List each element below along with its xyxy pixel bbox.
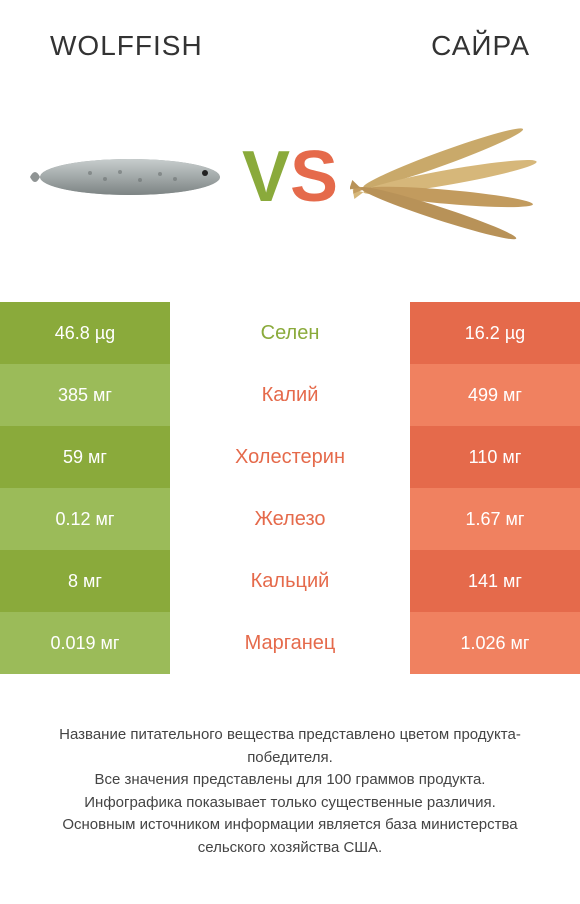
table-row: 46.8 µg Селен 16.2 µg <box>0 302 580 364</box>
table-row: 59 мг Холестерин 110 мг <box>0 426 580 488</box>
footer-line: Инфографика показывает только существенн… <box>30 792 550 815</box>
left-value: 0.12 мг <box>0 488 170 550</box>
nutrient-name: Железо <box>170 488 410 550</box>
nutrient-name: Селен <box>170 302 410 364</box>
left-value: 385 мг <box>0 364 170 426</box>
images-row: VS <box>0 72 580 302</box>
nutrient-name: Калий <box>170 364 410 426</box>
vs-v: V <box>242 137 290 217</box>
footer-line: Название питательного вещества представл… <box>30 724 550 769</box>
right-value: 16.2 µg <box>410 302 580 364</box>
footer-notes: Название питательного вещества представл… <box>0 674 580 859</box>
right-value: 141 мг <box>410 550 580 612</box>
left-value: 0.019 мг <box>0 612 170 674</box>
vs-label: VS <box>242 141 338 213</box>
comparison-table: 46.8 µg Селен 16.2 µg 385 мг Калий 499 м… <box>0 302 580 674</box>
right-value: 1.026 мг <box>410 612 580 674</box>
table-row: 0.12 мг Железо 1.67 мг <box>0 488 580 550</box>
left-value: 8 мг <box>0 550 170 612</box>
wolffish-image <box>30 107 230 247</box>
right-product-title: САЙРА <box>431 30 530 62</box>
footer-line: Основным источником информации является … <box>30 814 550 859</box>
nutrient-name: Марганец <box>170 612 410 674</box>
nutrient-name: Кальций <box>170 550 410 612</box>
footer-line: Все значения представлены для 100 граммо… <box>30 769 550 792</box>
nutrient-name: Холестерин <box>170 426 410 488</box>
table-row: 385 мг Калий 499 мг <box>0 364 580 426</box>
table-row: 8 мг Кальций 141 мг <box>0 550 580 612</box>
table-row: 0.019 мг Марганец 1.026 мг <box>0 612 580 674</box>
left-value: 46.8 µg <box>0 302 170 364</box>
right-value: 499 мг <box>410 364 580 426</box>
vs-s: S <box>290 137 338 217</box>
left-product-title: WOLFFISH <box>50 30 203 62</box>
right-value: 110 мг <box>410 426 580 488</box>
header: WOLFFISH САЙРА <box>0 0 580 72</box>
right-value: 1.67 мг <box>410 488 580 550</box>
left-value: 59 мг <box>0 426 170 488</box>
saury-image <box>350 107 550 247</box>
